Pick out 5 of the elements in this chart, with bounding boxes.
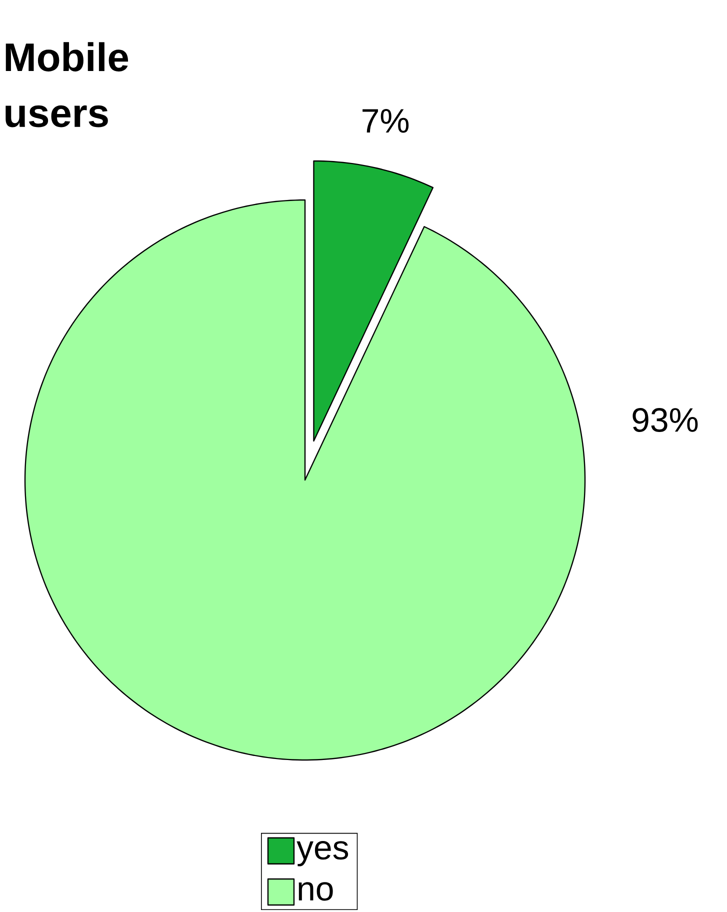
legend-label: yes — [296, 841, 348, 866]
data-label: 7% — [362, 109, 409, 133]
data-label: 93% — [632, 408, 698, 432]
chart-title: Mobile users — [6, 42, 128, 128]
legend-label: no — [298, 882, 333, 901]
